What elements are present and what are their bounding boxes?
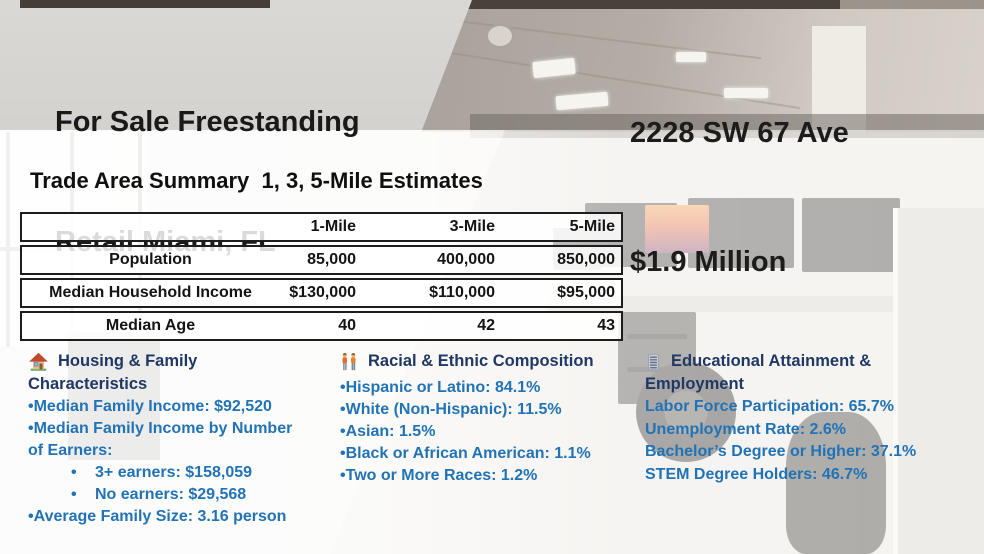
stat-line: of Earners: bbox=[28, 442, 113, 459]
stat-line: •Hispanic or Latino: 84.1% bbox=[340, 379, 541, 396]
cell-value: 400,000 bbox=[437, 251, 495, 268]
stat-line: •Black or African American: 1.1% bbox=[340, 445, 591, 462]
stat-line: •Median Family Income by Number bbox=[28, 420, 293, 437]
section-housing-family: Housing & Family Characteristics •Median… bbox=[28, 350, 340, 528]
cell-value: 40 bbox=[338, 317, 356, 334]
section-title-line2: Characteristics bbox=[28, 375, 148, 393]
section-title-line1: Housing & Family bbox=[58, 352, 198, 370]
ceiling-round-light bbox=[486, 24, 514, 48]
row-label: Population bbox=[109, 251, 192, 268]
cell-value: 850,000 bbox=[557, 251, 615, 268]
house-icon bbox=[28, 352, 49, 372]
row-label: Median Household Income bbox=[49, 284, 252, 301]
people-icon bbox=[340, 352, 359, 372]
section-education-employment: Educational Attainment & Employment Labo… bbox=[645, 350, 965, 486]
ceiling-light bbox=[724, 88, 768, 98]
listing-address: 2228 SW 67 Ave bbox=[630, 117, 849, 149]
stat-line: •Average Family Size: 3.16 person bbox=[28, 508, 287, 525]
col-header-1-mile: 1-Mile bbox=[310, 218, 356, 235]
stat-line: Unemployment Rate: 2.6% bbox=[645, 420, 846, 438]
photo-dark-edge-over-plate bbox=[20, 0, 270, 8]
listing-price: $1.9 Million bbox=[630, 246, 787, 278]
ceiling-light bbox=[676, 52, 706, 62]
stat-line: •Median Family Income: $92,520 bbox=[28, 398, 272, 415]
listing-title-line1: For Sale Freestanding bbox=[55, 106, 360, 138]
stat-line: STEM Degree Holders: 46.7% bbox=[645, 465, 868, 483]
table-row-median-household-income: Median Household Income $130,000 $110,00… bbox=[20, 278, 623, 308]
stat-line: Bachelor’s Degree or Higher: 37.1% bbox=[645, 443, 917, 460]
stat-line: •Two or More Races: 1.2% bbox=[340, 467, 538, 484]
trade-area-table: 1-Mile 3-Mile 5-Mile Population 85,000 4… bbox=[20, 212, 623, 344]
stat-line: Labor Force Participation: 65.7% bbox=[645, 398, 894, 415]
stat-line: •Asian: 1.5% bbox=[340, 423, 436, 440]
cell-value: $110,000 bbox=[429, 284, 495, 301]
cell-value: 43 bbox=[597, 317, 615, 334]
col-header-3-mile: 3-Mile bbox=[449, 218, 495, 235]
ledger-icon bbox=[645, 352, 662, 372]
white-overlay bbox=[0, 130, 984, 554]
col-header-5-mile: 5-Mile bbox=[569, 218, 615, 235]
trade-area-heading: Trade Area Summary 1, 3, 5-Mile Estimate… bbox=[30, 168, 483, 193]
cell-value: $130,000 bbox=[289, 284, 356, 301]
bullet-glyph: • bbox=[71, 486, 77, 503]
row-label: Median Age bbox=[105, 317, 196, 334]
header-title-plate bbox=[0, 0, 472, 130]
section-title: Racial & Ethnic Composition bbox=[368, 352, 594, 370]
stat-line: •White (Non-Hispanic): 11.5% bbox=[340, 401, 562, 418]
table-row-median-age: Median Age 40 42 43 bbox=[20, 311, 623, 341]
listing-address-price: 2228 SW 67 Ave $1.9 Million bbox=[630, 26, 849, 370]
section-racial-ethnic: Racial & Ethnic Composition •Hispanic or… bbox=[340, 350, 660, 487]
bullet-glyph: • bbox=[71, 464, 77, 481]
photo-ceiling-edge-right bbox=[840, 0, 984, 9]
section-title-line2: Employment bbox=[645, 375, 745, 393]
table-row-population: Population 85,000 400,000 850,000 bbox=[20, 245, 623, 275]
cell-value: $95,000 bbox=[557, 284, 615, 301]
stat-subline: • 3+ earners: $158,059 bbox=[28, 462, 340, 484]
cell-value: 85,000 bbox=[307, 251, 356, 268]
photo-ceiling bbox=[422, 9, 984, 132]
cell-value: 42 bbox=[477, 317, 495, 334]
table-header-row: 1-Mile 3-Mile 5-Mile bbox=[20, 212, 623, 242]
stat-subline: • No earners: $29,568 bbox=[28, 484, 340, 506]
section-title-line1: Educational Attainment & bbox=[671, 352, 872, 370]
